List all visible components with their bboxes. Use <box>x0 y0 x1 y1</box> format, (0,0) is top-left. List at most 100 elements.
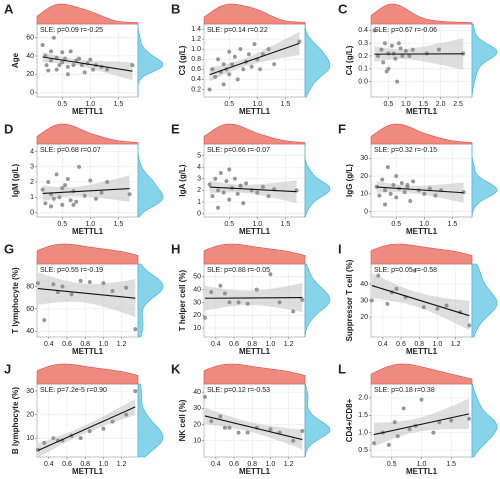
point <box>227 49 232 54</box>
point <box>268 427 273 432</box>
x-tick-label: 0.8 <box>247 461 257 468</box>
point <box>221 82 226 87</box>
point <box>266 194 271 199</box>
point <box>65 176 70 181</box>
point <box>68 49 73 54</box>
y-tick-label: 4 <box>30 148 34 155</box>
point <box>405 182 410 187</box>
point <box>403 48 408 53</box>
point <box>437 420 442 425</box>
point <box>249 64 254 69</box>
x-tick-label: 1.0 <box>401 101 411 108</box>
y-tick-label: 40 <box>360 281 368 288</box>
panel: 40 60 80 0.4 0.6 0.8 1.0 1.2 SLE: p=0.55 r=-0.19… <box>4 241 164 356</box>
y-tick-label: 20 <box>26 411 34 418</box>
point <box>44 63 49 68</box>
x-axis-label: METTL1 <box>72 227 104 236</box>
x-tick-label: 0.5 <box>387 461 397 468</box>
x-tick-label: 1.2 <box>451 341 461 348</box>
point <box>291 438 296 443</box>
point <box>411 179 416 184</box>
x-tick-label: 0.6 <box>229 461 239 468</box>
panel: 0.0 0.1 0.2 0.3 0.4 0.5 1.0 1.5 2.0 2.5 SLE: p=0.6… <box>338 1 498 116</box>
point <box>222 291 227 296</box>
point <box>232 54 237 59</box>
fit-line <box>209 42 300 76</box>
top-density <box>36 123 139 145</box>
y-tick-label: 1.2 <box>191 36 201 43</box>
x-axis-label: METTL1 <box>239 347 271 356</box>
point <box>57 63 62 68</box>
y-tick-label: 0.2 <box>358 53 368 60</box>
point <box>78 278 83 283</box>
y-axis-label: IgA (g/L) <box>178 164 187 196</box>
point <box>433 193 438 198</box>
point <box>393 56 398 61</box>
x-tick-label: 1.0 <box>266 341 276 348</box>
point <box>383 202 388 207</box>
x-tick-label: 1.5 <box>113 221 123 228</box>
point <box>391 182 396 187</box>
point <box>291 309 296 314</box>
x-tick-label: 0.5 <box>224 221 234 228</box>
y-tick-label: 0.8 <box>191 56 201 63</box>
fit-line <box>209 186 297 193</box>
point <box>241 201 246 206</box>
point <box>379 47 384 52</box>
top-density <box>203 123 306 145</box>
point <box>255 190 260 195</box>
y-tick-label: 20 <box>193 421 201 428</box>
y-tick-label: 5 <box>197 152 201 159</box>
point <box>46 180 51 185</box>
y-tick-label: 3 <box>197 176 201 183</box>
y-axis-label: CD4+/CD8+ <box>345 398 354 442</box>
point <box>54 172 59 177</box>
right-density <box>304 23 331 98</box>
point <box>399 181 404 186</box>
point <box>51 196 56 201</box>
y-tick-label: 1.5 <box>358 412 368 419</box>
right-density <box>471 144 498 218</box>
y-axis-label: B lymphocyte (%) <box>11 387 20 454</box>
point <box>260 184 265 189</box>
point <box>42 440 47 445</box>
point <box>461 51 466 56</box>
point <box>388 191 393 196</box>
y-tick-label: 1.0 <box>358 430 368 437</box>
point <box>369 298 374 303</box>
x-axis-label: METTL1 <box>239 467 271 476</box>
point <box>395 434 400 439</box>
point <box>216 57 221 62</box>
right-density <box>137 23 164 97</box>
point <box>35 281 40 286</box>
x-axis-label: METTL1 <box>406 347 438 356</box>
point <box>266 47 271 52</box>
point <box>227 167 232 172</box>
x-tick-label: 0.5 <box>384 101 394 108</box>
point <box>49 204 54 209</box>
point <box>435 306 440 311</box>
y-tick-label: 3 <box>30 164 34 171</box>
point <box>407 427 412 432</box>
point <box>210 67 215 72</box>
annotation: SLE: p=0.67 r=-0.06 <box>374 27 437 34</box>
point <box>268 272 273 277</box>
point <box>79 63 84 68</box>
x-tick-label: 1.5 <box>280 101 290 108</box>
panel: 0 1 2 3 4 0.5 1.0 1.5 SLE: p=0.68 r=0.07 D METTL1 I… <box>4 121 164 236</box>
y-tick-label: 10 <box>193 325 201 332</box>
x-tick-label: 0.6 <box>62 341 72 348</box>
top-density <box>36 3 139 25</box>
y-tick-label: 1 <box>197 199 201 206</box>
y-tick-label: 2.0 <box>358 395 368 402</box>
point <box>246 52 251 57</box>
point <box>68 198 73 203</box>
panel: 0.2 0.4 0.6 0.8 1.0 1.2 1.4 0.5 1.0 1.5 SLE: p=0.1… <box>171 1 331 116</box>
point <box>408 198 413 203</box>
point <box>105 180 110 185</box>
point <box>394 174 399 179</box>
point <box>213 74 218 79</box>
point <box>227 197 232 202</box>
x-tick-label: 0.5 <box>57 101 67 108</box>
y-tick-label: 30 <box>193 405 201 412</box>
